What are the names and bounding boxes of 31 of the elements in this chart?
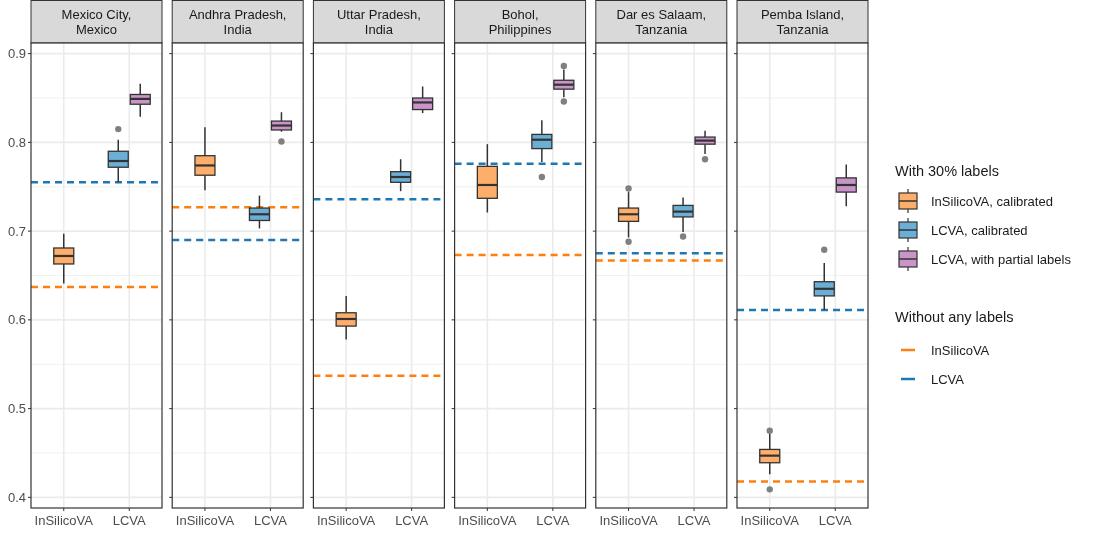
legend-label: LCVA: [931, 371, 965, 387]
legend-label: InSilicoVA, calibrated: [931, 193, 1053, 209]
y-tick-label: 0.4: [7, 489, 26, 505]
y-tick-label: 0.9: [7, 46, 26, 62]
x-tick-label: InSilicoVA: [317, 513, 376, 528]
y-tick-label: 0.6: [7, 312, 26, 328]
legend-label: LCVA, calibrated: [931, 222, 1028, 238]
x-tick-label: InSilicoVA: [740, 513, 800, 528]
x-tick-label: LCVA: [536, 513, 570, 528]
legend-label: LCVA, with partial labels: [931, 251, 1072, 267]
x-tick-label: LCVA: [253, 513, 288, 528]
chart-title: Andhra Pradesh, India: [188, 7, 287, 37]
x-tick-label: InSilicoVA: [34, 513, 94, 528]
chart-title: Dar es Salaam, Tanzania: [616, 7, 707, 37]
x-tick-label: LCVA: [112, 513, 147, 528]
x-tick-label: InSilicoVA: [175, 513, 235, 528]
legend-title: With 30% labels: [895, 163, 999, 179]
legend-label: InSilicoVA: [931, 342, 990, 358]
y-tick-label: 0.5: [7, 401, 26, 417]
x-tick-label: InSilicoVA: [599, 513, 659, 528]
chart-title: Pemba Island, Tanzania: [760, 7, 845, 37]
chart-title: Mexico City, Mexico: [61, 7, 132, 37]
x-tick-label: LCVA: [395, 513, 429, 528]
y-tick-label: 0.8: [7, 134, 26, 150]
x-tick-label: InSilicoVA: [458, 513, 517, 528]
y-tick-label: 0.7: [7, 223, 26, 239]
text: Without any labels: [895, 309, 1014, 325]
chart-title: Uttar Pradesh, India: [336, 7, 421, 37]
x-tick-label: LCVA: [677, 513, 711, 528]
chart-title: Bohol, Philippines: [488, 7, 553, 37]
x-tick-label: LCVA: [818, 513, 853, 528]
